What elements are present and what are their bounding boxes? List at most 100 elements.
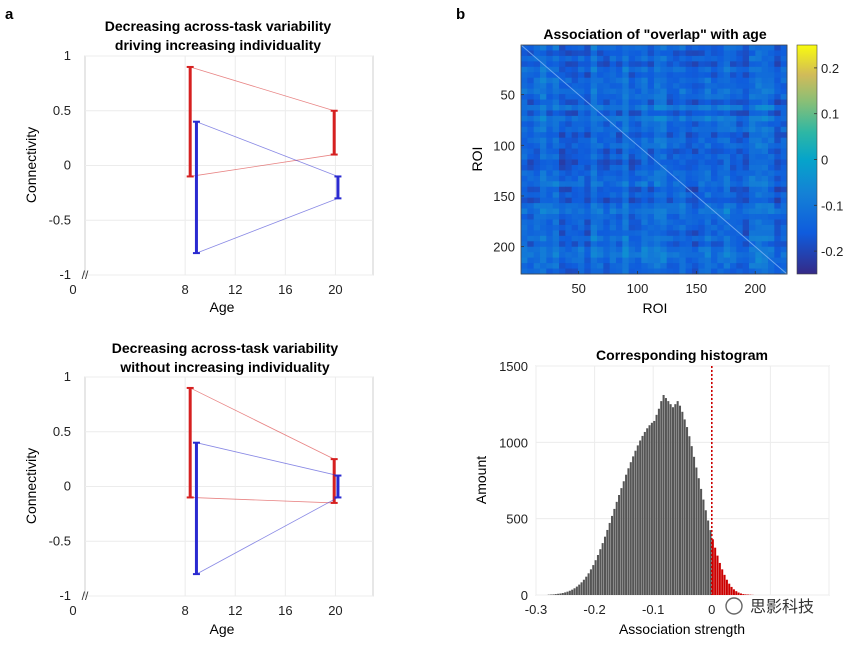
- heatmap-cell: [761, 224, 769, 231]
- heatmap-cell: [673, 246, 680, 253]
- histogram-bar: [664, 398, 667, 595]
- heatmap-cell: [521, 224, 528, 231]
- heatmap-cell: [717, 257, 725, 264]
- heatmap-cell: [597, 203, 604, 209]
- heatmap-cell: [660, 241, 668, 248]
- heatmap-cell: [736, 257, 744, 264]
- heatmap-cell: [780, 208, 788, 215]
- heatmap-cell: [679, 104, 687, 111]
- heatmap-cell: [749, 50, 756, 57]
- heatmap-cell: [628, 121, 636, 128]
- heatmap-cell: [647, 94, 655, 100]
- heatmap-cell: [603, 61, 611, 68]
- heatmap-cell: [590, 175, 598, 182]
- heatmap-cell: [584, 257, 592, 264]
- heatmap-cell: [603, 186, 611, 193]
- heatmap-cell: [521, 148, 528, 155]
- heatmap-cell: [571, 235, 579, 242]
- heatmap-cell: [730, 268, 737, 275]
- heatmap-cell: [711, 88, 718, 95]
- heatmap-cell: [742, 246, 750, 253]
- heatmap-cell: [673, 186, 680, 193]
- heatmap-cell: [616, 88, 623, 95]
- heatmap-cell: [552, 159, 560, 166]
- heatmap-cell: [565, 214, 573, 220]
- heatmap-cell: [723, 170, 731, 177]
- heatmap-cell: [559, 126, 566, 133]
- histogram-bar: [674, 404, 677, 595]
- y-tick-label: 200: [493, 240, 515, 255]
- heatmap-cell: [711, 115, 718, 122]
- heatmap-cell: [692, 126, 699, 133]
- heatmap-cell: [546, 45, 554, 51]
- histogram-bar: [676, 401, 679, 595]
- heatmap-cell: [717, 186, 725, 193]
- x-tick-label: 12: [228, 282, 242, 297]
- heatmap-cell: [692, 66, 699, 73]
- heatmap-cell: [597, 170, 604, 177]
- heatmap-cell: [609, 132, 617, 139]
- heatmap-cell: [628, 88, 636, 95]
- heatmap-cell: [635, 115, 642, 122]
- heatmap-cell: [780, 164, 788, 171]
- heatmap-cell: [685, 214, 693, 220]
- heatmap-cell: [736, 66, 744, 73]
- heatmap-cell: [546, 126, 554, 133]
- heatmap-cell: [749, 235, 756, 242]
- connector-line-high: [196, 121, 339, 177]
- heatmap-cell: [647, 263, 655, 269]
- heatmap-cell: [774, 257, 782, 264]
- heatmap-cell: [692, 252, 699, 259]
- heatmap-cell: [736, 159, 744, 166]
- top-left-xlabel: Age: [210, 299, 235, 315]
- heatmap-cell: [628, 219, 636, 226]
- heatmap-cell: [666, 55, 674, 62]
- heatmap-cell: [571, 99, 579, 106]
- heatmap-cell: [533, 268, 541, 275]
- heatmap-cell: [768, 110, 775, 117]
- heatmap-cell: [527, 94, 535, 100]
- heatmap-cell: [571, 66, 579, 73]
- heatmap-cell: [673, 148, 680, 155]
- heatmap-cell: [704, 252, 712, 259]
- heatmap-cell: [571, 115, 579, 122]
- heatmap-cell: [742, 192, 750, 199]
- heatmap-cell: [616, 132, 623, 139]
- heatmap-cell: [723, 235, 731, 242]
- heatmap-cell: [736, 126, 744, 133]
- heatmap-cell: [527, 110, 535, 117]
- heatmap-cell: [679, 235, 687, 242]
- heatmap-cell: [679, 197, 687, 204]
- heatmap-cell: [635, 257, 642, 264]
- heatmap-cell: [780, 104, 788, 111]
- heatmap-cell: [540, 257, 547, 264]
- heatmap-cell: [761, 268, 769, 275]
- heatmap-cell: [641, 175, 649, 182]
- heatmap-cell: [603, 154, 611, 160]
- histogram-bar: [744, 594, 747, 595]
- heatmap-cell: [749, 61, 756, 68]
- heatmap-cell: [717, 219, 725, 226]
- heatmap-cell: [584, 235, 592, 242]
- heatmap-cell: [590, 192, 598, 199]
- heatmap-cell: [692, 143, 699, 149]
- heatmap-cell: [622, 164, 630, 171]
- heatmap-cell: [654, 224, 661, 231]
- heatmap-cell: [768, 246, 775, 253]
- heatmap-cell: [584, 61, 592, 68]
- heatmap-cell: [685, 252, 693, 259]
- heatmap-cell: [609, 88, 617, 95]
- heatmap-cell: [641, 55, 649, 62]
- heatmap-cell: [628, 268, 636, 275]
- heatmap-cell: [704, 186, 712, 193]
- heatmap-cell: [533, 246, 541, 253]
- heatmap-cell: [527, 246, 535, 253]
- heatmap-cell: [590, 50, 598, 57]
- histogram-bar: [671, 407, 674, 595]
- heatmap-cell: [616, 104, 623, 111]
- heatmap-cell: [641, 263, 649, 269]
- heatmap-cell: [717, 83, 725, 90]
- heatmap-cell: [635, 99, 642, 106]
